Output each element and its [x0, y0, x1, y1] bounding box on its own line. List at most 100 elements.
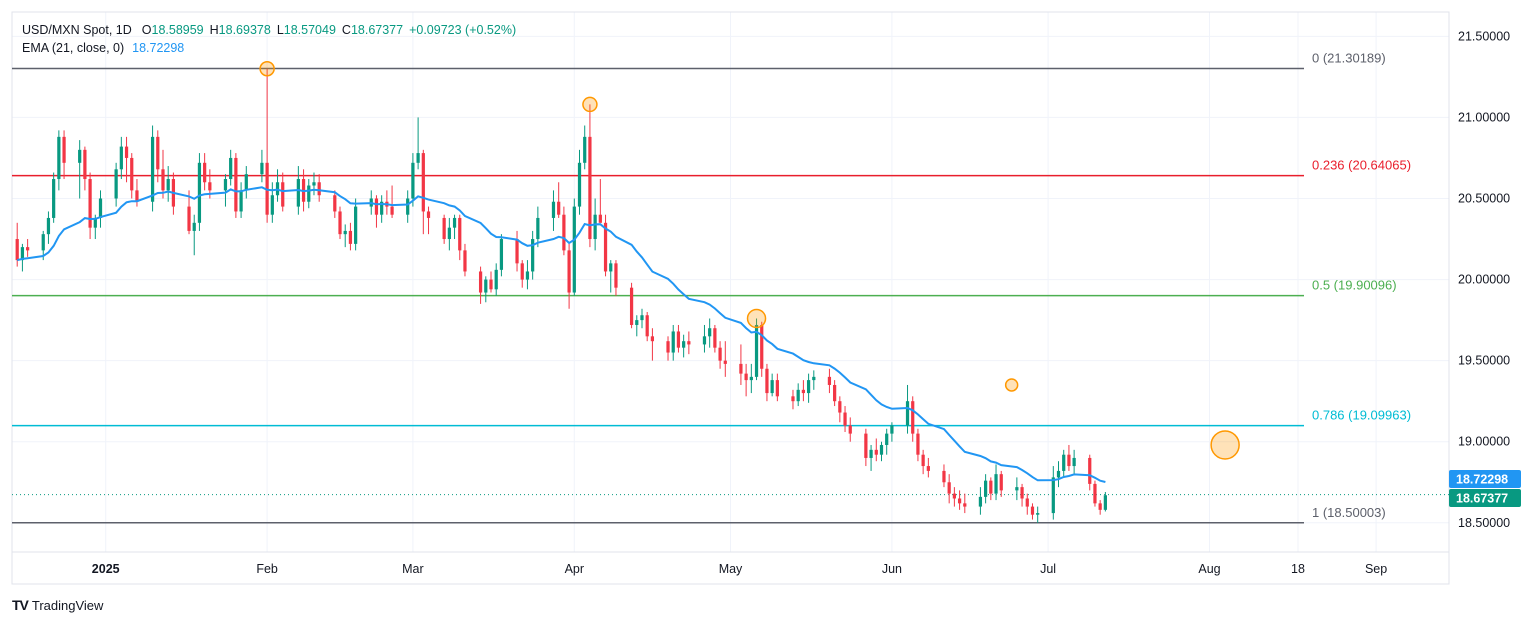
price-tag-label: 18.67377 — [1456, 492, 1508, 506]
candle — [1103, 492, 1107, 512]
candle-body — [588, 136, 592, 240]
candle-body — [484, 279, 488, 293]
candle — [421, 149, 425, 235]
time-tick-label: Feb — [256, 562, 278, 576]
price-tick-label: 21.50000 — [1458, 29, 1510, 43]
candle-body — [890, 425, 894, 434]
candle-body — [333, 195, 337, 212]
ema-line — [16, 186, 1106, 483]
highlight-marker — [746, 308, 767, 329]
time-tick-label: Jun — [882, 562, 902, 576]
candle-body — [536, 217, 540, 240]
candle — [1020, 483, 1024, 507]
candle — [489, 271, 493, 293]
ema-label[interactable]: EMA (21, close, 0) — [22, 41, 125, 55]
candle-body — [718, 347, 722, 361]
candle-body — [775, 380, 779, 397]
candle — [135, 179, 139, 207]
candle — [957, 490, 962, 510]
candle-body — [499, 239, 504, 270]
candle — [83, 146, 87, 191]
candle — [114, 162, 118, 207]
change-value: +0.09723 (+0.52%) — [409, 23, 517, 37]
price-tick-label: 20.00000 — [1458, 273, 1510, 287]
candle-body — [926, 466, 930, 471]
candle — [609, 260, 613, 293]
candle — [676, 324, 681, 353]
ema-row: EMA (21, close, 0) 18.72298 — [22, 39, 516, 57]
candle-body — [421, 153, 425, 212]
candle-body — [770, 380, 774, 394]
candle-body — [978, 496, 983, 507]
candle — [307, 179, 311, 209]
candle — [203, 153, 207, 191]
candle — [833, 380, 837, 407]
candle-body — [426, 211, 431, 218]
candle — [161, 149, 165, 199]
highlight-markers — [259, 61, 1240, 460]
chart-grid — [12, 12, 1449, 552]
candle-body — [749, 376, 753, 381]
price-tick-label: 21.00000 — [1458, 110, 1510, 124]
candle-body — [838, 401, 842, 413]
candle — [801, 380, 806, 402]
candle-body — [531, 239, 535, 272]
time-tick-label: Jul — [1040, 562, 1056, 576]
candle — [1067, 444, 1071, 471]
candle-body — [833, 384, 837, 402]
candle — [197, 153, 202, 231]
tradingview-brand[interactable]: TV TradingView — [12, 597, 103, 613]
candle-body — [796, 389, 800, 402]
candle — [354, 198, 358, 251]
candle-body — [119, 146, 123, 170]
fib-label-0: 0 (21.30189) — [1312, 50, 1386, 65]
candle — [416, 117, 420, 170]
candle-body — [229, 157, 233, 180]
candle-body — [515, 239, 519, 264]
candle-body — [583, 136, 587, 163]
candle-body — [999, 474, 1003, 491]
candle-body — [390, 206, 394, 215]
candle — [812, 370, 816, 390]
candle-body — [666, 341, 670, 353]
candle — [562, 206, 566, 256]
candle-body — [478, 271, 483, 293]
candle — [583, 125, 587, 170]
candle — [708, 318, 712, 348]
candle — [1093, 480, 1097, 507]
candle — [874, 438, 878, 462]
candle-body — [525, 271, 530, 280]
candle-body — [447, 227, 451, 240]
ohlc-row: USD/MXN Spot, 1D O 18.58959 H 18.69378 L 18… — [22, 21, 516, 39]
candle — [687, 331, 691, 355]
fib-label-0.786: 0.786 (19.09963) — [1312, 408, 1411, 423]
candle — [916, 428, 920, 462]
candle-body — [572, 206, 576, 293]
candle — [827, 368, 832, 394]
candle-body — [801, 389, 806, 394]
ema-value: 18.72298 — [132, 41, 185, 55]
candle-body — [62, 136, 66, 163]
candle — [869, 444, 873, 471]
candle-body — [593, 214, 597, 240]
candle-body — [635, 320, 639, 325]
candle-body — [827, 376, 832, 385]
candle-body — [1036, 513, 1040, 515]
symbol-title[interactable]: USD/MXN Spot, 1D — [22, 23, 132, 37]
fib-label-0.5: 0.5 (19.90096) — [1312, 278, 1397, 293]
candle — [88, 172, 92, 240]
fib-label-0.236: 0.236 (20.64065) — [1312, 158, 1411, 173]
candle-body — [603, 222, 608, 272]
candle-body — [640, 315, 644, 321]
candle — [57, 130, 61, 191]
candle-body — [416, 153, 420, 163]
candle-body — [244, 174, 248, 191]
candle-body — [1103, 495, 1107, 510]
candle — [718, 341, 722, 369]
candle — [46, 211, 51, 244]
candle-body — [614, 263, 618, 288]
candle — [192, 214, 196, 256]
candle-body — [20, 247, 25, 261]
candle-body — [83, 149, 87, 180]
